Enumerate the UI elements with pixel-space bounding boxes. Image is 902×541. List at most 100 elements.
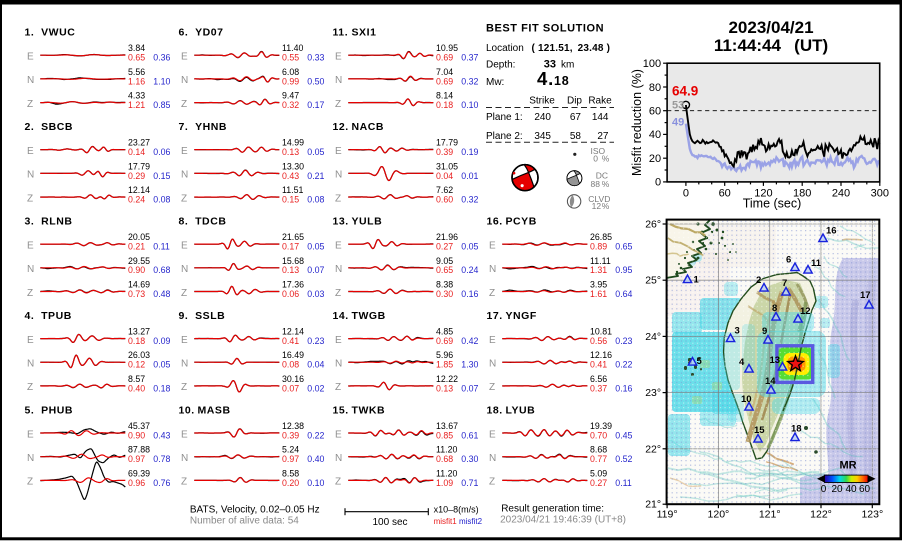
svg-text:7.: 7.	[179, 121, 189, 133]
svg-text:10: 10	[741, 394, 752, 405]
svg-text:4.: 4.	[25, 310, 35, 322]
svg-text:33: 33	[544, 58, 556, 70]
svg-text:15.68: 15.68	[282, 256, 304, 266]
svg-text:0.03: 0.03	[307, 289, 324, 299]
svg-text:0.08: 0.08	[153, 195, 170, 205]
svg-text:E: E	[489, 429, 496, 440]
svg-text:2: 2	[756, 275, 761, 286]
svg-text:%: %	[602, 179, 610, 189]
svg-text:0.16: 0.16	[461, 289, 478, 299]
svg-text:14: 14	[765, 376, 776, 387]
svg-text:Rake: Rake	[588, 96, 612, 107]
svg-text:0.32: 0.32	[461, 76, 478, 86]
svg-text:0.48: 0.48	[153, 289, 170, 299]
svg-text:17.: 17.	[487, 310, 503, 322]
svg-text:4: 4	[739, 357, 745, 368]
svg-text:N: N	[335, 264, 342, 275]
svg-text:TPUB: TPUB	[41, 310, 72, 322]
svg-text:0: 0	[655, 177, 661, 189]
svg-text:N: N	[181, 264, 188, 275]
svg-text:6.08: 6.08	[282, 67, 299, 77]
svg-text:Z: Z	[335, 288, 341, 299]
svg-text:25°: 25°	[645, 275, 661, 287]
svg-text:N: N	[181, 453, 188, 464]
svg-text:Z: Z	[489, 477, 495, 488]
svg-text:22°: 22°	[645, 443, 661, 455]
svg-text:16: 16	[826, 226, 837, 237]
svg-text:BEST FIT SOLUTION: BEST FIT SOLUTION	[486, 22, 604, 34]
svg-text:14.: 14.	[333, 310, 349, 322]
svg-text:8.58: 8.58	[282, 468, 299, 478]
svg-text:13: 13	[770, 355, 781, 366]
svg-text:0.70: 0.70	[590, 430, 607, 440]
svg-text:E: E	[27, 52, 34, 63]
svg-text:0.09: 0.09	[153, 336, 170, 346]
svg-text:0.42: 0.42	[461, 336, 478, 346]
svg-text:0.18: 0.18	[128, 336, 145, 346]
svg-text:300: 300	[871, 187, 889, 199]
svg-text:8.38: 8.38	[436, 280, 453, 290]
svg-text:122°: 122°	[810, 509, 832, 521]
svg-text:12.22: 12.22	[436, 374, 458, 384]
svg-text:1.30: 1.30	[461, 360, 478, 370]
svg-text:misfit1 misfit2: misfit1 misfit2	[434, 517, 483, 526]
svg-text:100: 100	[643, 58, 661, 70]
svg-text:240: 240	[832, 187, 850, 199]
svg-text:0.02: 0.02	[307, 383, 324, 393]
svg-text:6.: 6.	[179, 27, 189, 39]
svg-text:N: N	[27, 453, 34, 464]
svg-text:0.24: 0.24	[128, 195, 145, 205]
svg-text:180: 180	[793, 187, 811, 199]
svg-text:0.11: 0.11	[153, 242, 170, 252]
svg-text:12: 12	[592, 201, 602, 211]
svg-text:0.43: 0.43	[153, 430, 170, 440]
svg-text:DC: DC	[596, 171, 608, 181]
svg-text:0.16: 0.16	[615, 383, 632, 393]
svg-text:87.88: 87.88	[128, 445, 150, 455]
svg-text:9.: 9.	[179, 310, 189, 322]
svg-text:23°: 23°	[645, 387, 661, 399]
svg-text:1.21: 1.21	[128, 100, 145, 110]
svg-text:17: 17	[860, 290, 871, 301]
svg-text:11:44:44 (UT): 11:44:44 (UT)	[714, 36, 828, 55]
svg-text:1.09: 1.09	[436, 478, 453, 488]
svg-text:0.08: 0.08	[282, 360, 299, 370]
svg-text:0.40: 0.40	[307, 454, 324, 464]
svg-text:Result generation time:: Result generation time:	[501, 503, 604, 514]
svg-text:N: N	[335, 359, 342, 370]
svg-text:0.36: 0.36	[153, 53, 170, 63]
svg-text:0.07: 0.07	[307, 265, 324, 275]
svg-text:0.37: 0.37	[461, 53, 478, 63]
svg-text:E: E	[335, 335, 342, 346]
svg-text:0.18: 0.18	[436, 100, 453, 110]
svg-text:0.04: 0.04	[307, 360, 324, 370]
svg-text:0.90: 0.90	[128, 265, 145, 275]
svg-text:TDCB: TDCB	[195, 215, 226, 227]
svg-text:0.68: 0.68	[153, 265, 170, 275]
svg-text:8.: 8.	[179, 215, 189, 227]
svg-text:( 121.51, 23.48 ): ( 121.51, 23.48 )	[532, 43, 611, 54]
svg-text:E: E	[181, 335, 188, 346]
svg-text:N: N	[335, 75, 342, 86]
svg-text:N: N	[335, 453, 342, 464]
svg-text:0.14: 0.14	[128, 147, 145, 157]
svg-text:0: 0	[683, 187, 689, 199]
svg-text:13.67: 13.67	[436, 421, 458, 431]
svg-text:N: N	[181, 359, 188, 370]
svg-text:30.16: 30.16	[282, 374, 304, 384]
svg-text:49: 49	[672, 117, 684, 129]
svg-text:0.08: 0.08	[307, 195, 324, 205]
svg-text:E: E	[27, 335, 34, 346]
svg-text:0.13: 0.13	[282, 147, 299, 157]
svg-text:0.18: 0.18	[153, 383, 170, 393]
svg-text:3: 3	[735, 326, 740, 337]
svg-text:Dip: Dip	[567, 96, 582, 107]
svg-text:VWUC: VWUC	[41, 27, 75, 39]
svg-text:0.24: 0.24	[461, 265, 478, 275]
svg-text:Z: Z	[27, 382, 33, 393]
svg-text:4.85: 4.85	[436, 327, 453, 337]
svg-text:Z: Z	[335, 382, 341, 393]
svg-text:0.20: 0.20	[282, 478, 299, 488]
svg-text:0.60: 0.60	[436, 195, 453, 205]
svg-text:18.: 18.	[487, 404, 503, 416]
